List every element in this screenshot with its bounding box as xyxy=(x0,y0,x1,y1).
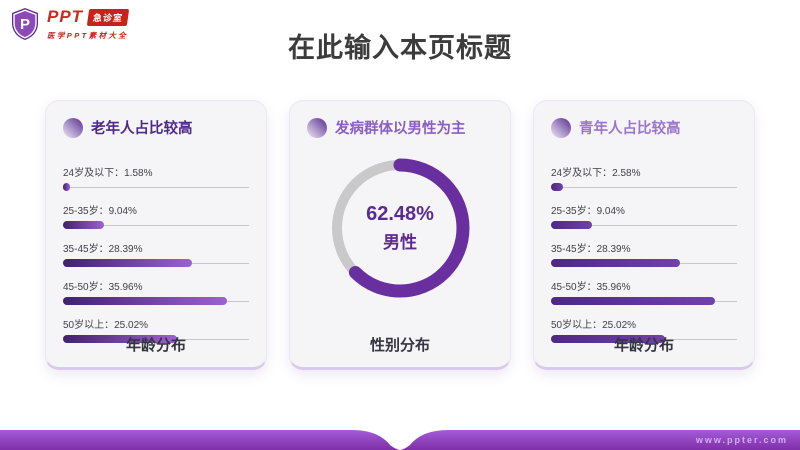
bar-row: 50岁以上：25.02% xyxy=(551,316,737,343)
bar-label: 45-50岁：35.96% xyxy=(63,282,143,293)
bar-fill xyxy=(551,221,593,229)
bar-track xyxy=(63,183,249,191)
chart-caption: 年龄分布 xyxy=(613,337,674,354)
bar-fill xyxy=(63,221,105,229)
bar-chart: 24岁及以下：1.58% 25-35岁：9.04% 35-45岁：28.39% … xyxy=(63,164,249,343)
bar-track xyxy=(63,259,249,267)
bar-row: 35-45岁：28.39% xyxy=(551,240,737,267)
bar-label: 50岁以上：25.02% xyxy=(63,320,149,331)
bar-track xyxy=(551,221,737,229)
bar-fill xyxy=(551,335,666,343)
bullet-icon xyxy=(551,117,571,138)
bar-track xyxy=(63,297,249,305)
brand-badge: 急诊室 xyxy=(86,8,130,26)
card-header: 青年人占比较高 xyxy=(551,117,737,138)
logo-text: PPT 急诊室 医学PPT素材大全 xyxy=(47,7,130,41)
donut-chart: 62.48% 男性 xyxy=(324,152,476,304)
bar-track xyxy=(551,259,737,267)
logo: P PPT 急诊室 医学PPT素材大全 xyxy=(10,7,130,41)
donut-arc xyxy=(330,158,470,298)
bar-label: 45-50岁：35.96% xyxy=(551,282,631,293)
bar-track xyxy=(551,335,737,343)
bar-row: 25-35岁：9.04% xyxy=(551,202,737,229)
card-title: 老年人占比较高 xyxy=(91,121,193,137)
bar-row: 45-50岁：35.96% xyxy=(63,278,249,305)
chart-caption: 年龄分布 xyxy=(125,337,186,354)
bar-row: 24岁及以下：2.58% xyxy=(551,164,737,191)
bar-label: 24岁及以下：2.58% xyxy=(551,168,641,179)
shield-letter: P xyxy=(20,16,30,33)
bar-fill xyxy=(63,259,193,267)
card-gender-distribution: 发病群体以男性为主 62.48% 男性 性别分布 xyxy=(289,100,511,370)
bar-fill xyxy=(551,259,681,267)
bar-label: 25-35岁：9.04% xyxy=(551,206,625,217)
donut-center-text: 62.48% 男性 xyxy=(324,152,476,304)
bar-fill xyxy=(551,297,715,305)
bar-row: 25-35岁：9.04% xyxy=(63,202,249,229)
card-age-distribution-right: 青年人占比较高 24岁及以下：2.58% 25-35岁：9.04% 35-45岁… xyxy=(533,100,755,370)
bar-fill xyxy=(63,297,227,305)
bar-row: 35-45岁：28.39% xyxy=(63,240,249,267)
bar-track xyxy=(551,297,737,305)
bullet-icon xyxy=(63,117,83,138)
bar-label: 35-45岁：28.39% xyxy=(63,244,143,255)
bar-fill xyxy=(551,183,563,191)
bar-track xyxy=(63,221,249,229)
footer-url: www.ppter.com xyxy=(695,435,788,445)
bar-track xyxy=(63,335,249,343)
card-title: 青年人占比较高 xyxy=(579,121,681,137)
chart-caption: 性别分布 xyxy=(369,337,430,354)
bar-track xyxy=(551,183,737,191)
footer-ribbon xyxy=(0,430,800,450)
bar-chart: 24岁及以下：2.58% 25-35岁：9.04% 35-45岁：28.39% … xyxy=(551,164,737,343)
card-age-distribution-left: 老年人占比较高 24岁及以下：1.58% 25-35岁：9.04% 35-45岁… xyxy=(45,100,267,370)
donut-value: 62.48% xyxy=(366,203,434,225)
card-header: 发病群体以男性为主 xyxy=(307,117,493,138)
bar-label: 25-35岁：9.04% xyxy=(63,206,137,217)
bullet-icon xyxy=(307,117,327,138)
bar-row: 45-50岁：35.96% xyxy=(551,278,737,305)
page-title: 在此输入本页标题 xyxy=(288,33,512,63)
bar-row: 50岁以上：25.02% xyxy=(63,316,249,343)
brand-name: PPT xyxy=(47,7,84,26)
card-header: 老年人占比较高 xyxy=(63,117,249,138)
bar-fill xyxy=(63,183,71,191)
bar-label: 35-45岁：28.39% xyxy=(551,244,631,255)
shield-icon: P xyxy=(12,8,38,40)
donut-label: 男性 xyxy=(383,233,417,252)
bar-row: 24岁及以下：1.58% xyxy=(63,164,249,191)
donut-svg xyxy=(330,158,470,298)
bar-label: 50岁以上：25.02% xyxy=(551,320,637,331)
logo-subtitle: 医学PPT素材大全 xyxy=(47,31,129,40)
card-title: 发病群体以男性为主 xyxy=(335,121,466,137)
bar-fill xyxy=(63,335,178,343)
bar-label: 24岁及以下：1.58% xyxy=(63,168,153,179)
